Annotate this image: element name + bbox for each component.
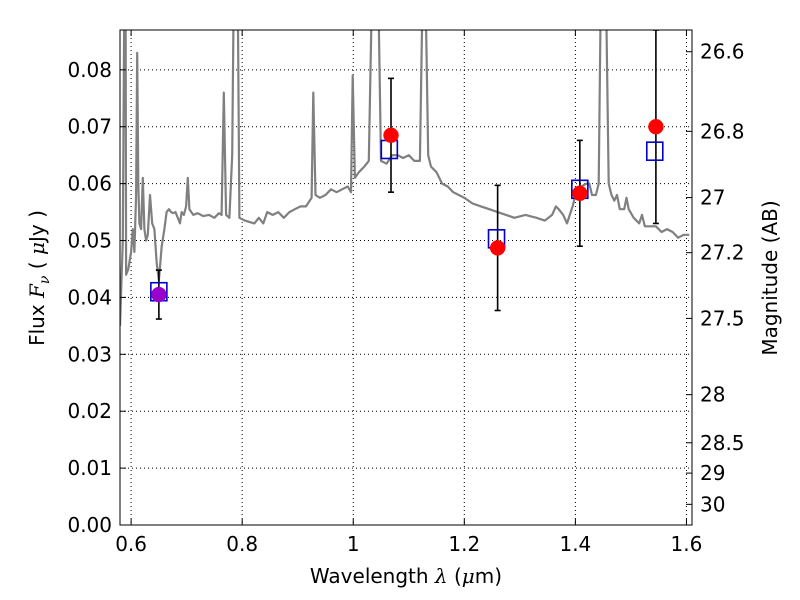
x-tick-label: 0.6: [115, 532, 147, 556]
right-tick-label: 29: [700, 461, 725, 485]
y-tick-label: 0.04: [67, 285, 112, 309]
measurement-point: [648, 118, 664, 135]
axis-ticks: 0.6 0.8 1 1.2 1.4 1.6 0.00 0.01 0.02 0.03 0.04 0.05…: [67, 30, 745, 556]
measurement-point: [383, 127, 399, 144]
y-tick-label: 0.05: [67, 229, 112, 253]
y-tick-label: 0.01: [67, 456, 112, 480]
right-tick-label: 26.6: [700, 40, 745, 64]
measurement-point: [489, 240, 506, 256]
y-tick-label: 0.07: [67, 115, 112, 139]
y-tick-label: 0.08: [67, 58, 112, 82]
right-tick-label: 27.2: [700, 241, 745, 265]
x-tick-label: 1: [347, 532, 360, 556]
right-tick-label: 28.5: [700, 431, 745, 455]
x-tick-label: 0.8: [226, 532, 258, 556]
plot-content: [120, 30, 690, 326]
y-tick-label: 0.06: [67, 172, 112, 196]
right-tick-label: 27: [700, 186, 725, 210]
right-tick-label: 27.5: [700, 306, 745, 330]
model-spectrum-line: [120, 30, 690, 326]
measurement-point: [151, 286, 167, 303]
y-tick-label: 0.00: [67, 513, 112, 537]
plot-frame: [119, 29, 693, 526]
y-tick-label: 0.03: [67, 342, 112, 366]
measurement-point: [572, 185, 588, 202]
x-tick-label: 1.2: [448, 532, 480, 556]
model-photometry-square: [645, 141, 664, 161]
right-tick-label: 26.8: [700, 119, 745, 143]
x-tick-label: 1.4: [559, 532, 591, 556]
y-axis-label-right: Magnitude (AB): [758, 200, 782, 355]
measurement-markers: [151, 118, 664, 303]
x-axis-label: Wavelength λ (μm): [310, 564, 502, 588]
x-tick-label: 1.6: [671, 532, 703, 556]
right-tick-label: 30: [700, 492, 725, 516]
y-tick-label: 0.02: [67, 399, 112, 423]
right-tick-label: 28: [700, 383, 725, 407]
